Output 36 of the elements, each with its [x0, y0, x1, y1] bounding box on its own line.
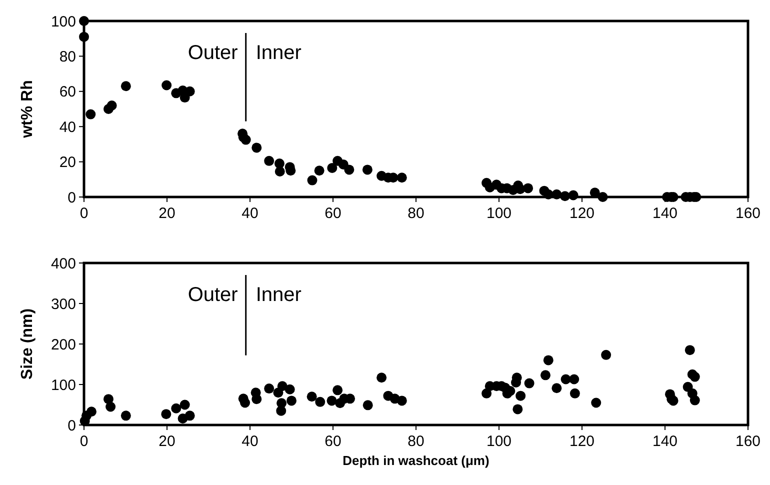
x-tick-label: 20: [158, 433, 176, 450]
x-tick-label: 140: [652, 433, 678, 450]
x-tick-label: 100: [486, 433, 512, 450]
x-tick-label: 140: [652, 205, 678, 222]
y-tick-label: 0: [68, 417, 76, 434]
y-tick-label: 200: [50, 336, 76, 354]
y-axis-title: wt% Rh: [19, 80, 36, 139]
x-tick-label: 80: [408, 433, 424, 450]
y-tick-label: 0: [68, 189, 76, 206]
x-tick-label: 100: [486, 205, 512, 222]
y-tick-label: 80: [59, 48, 76, 66]
x-tick-label: 40: [242, 205, 258, 222]
x-tick-label: 20: [158, 205, 176, 222]
annotation: Outer: [188, 284, 238, 306]
y-tick-label: 40: [59, 118, 76, 136]
x-tick-label: 160: [735, 433, 761, 450]
x-tick-label: 60: [324, 205, 342, 222]
y-tick-label: 100: [50, 376, 76, 394]
y-tick-label: 300: [50, 296, 76, 313]
x-tick-label: 40: [242, 433, 258, 450]
x-axis-title: Depth in washcoat (μm): [342, 453, 490, 468]
x-tick-label: 80: [408, 205, 424, 222]
x-tick-label: 120: [569, 205, 595, 222]
x-tick-label: 120: [569, 433, 595, 450]
x-tick-label: 160: [735, 205, 761, 222]
y-axis-title: Size (nm): [19, 308, 36, 380]
annotation: Inner: [256, 284, 302, 306]
x-tick-label: 0: [80, 433, 88, 450]
annotation: Outer: [188, 42, 238, 64]
y-tick-label: 60: [59, 84, 76, 101]
x-tick-label: 60: [324, 433, 342, 450]
y-tick-label: 400: [50, 255, 76, 272]
y-tick-label: 100: [50, 13, 76, 30]
x-tick-label: 0: [80, 205, 88, 222]
y-tick-label: 20: [59, 154, 76, 172]
annotation: Inner: [256, 42, 302, 64]
